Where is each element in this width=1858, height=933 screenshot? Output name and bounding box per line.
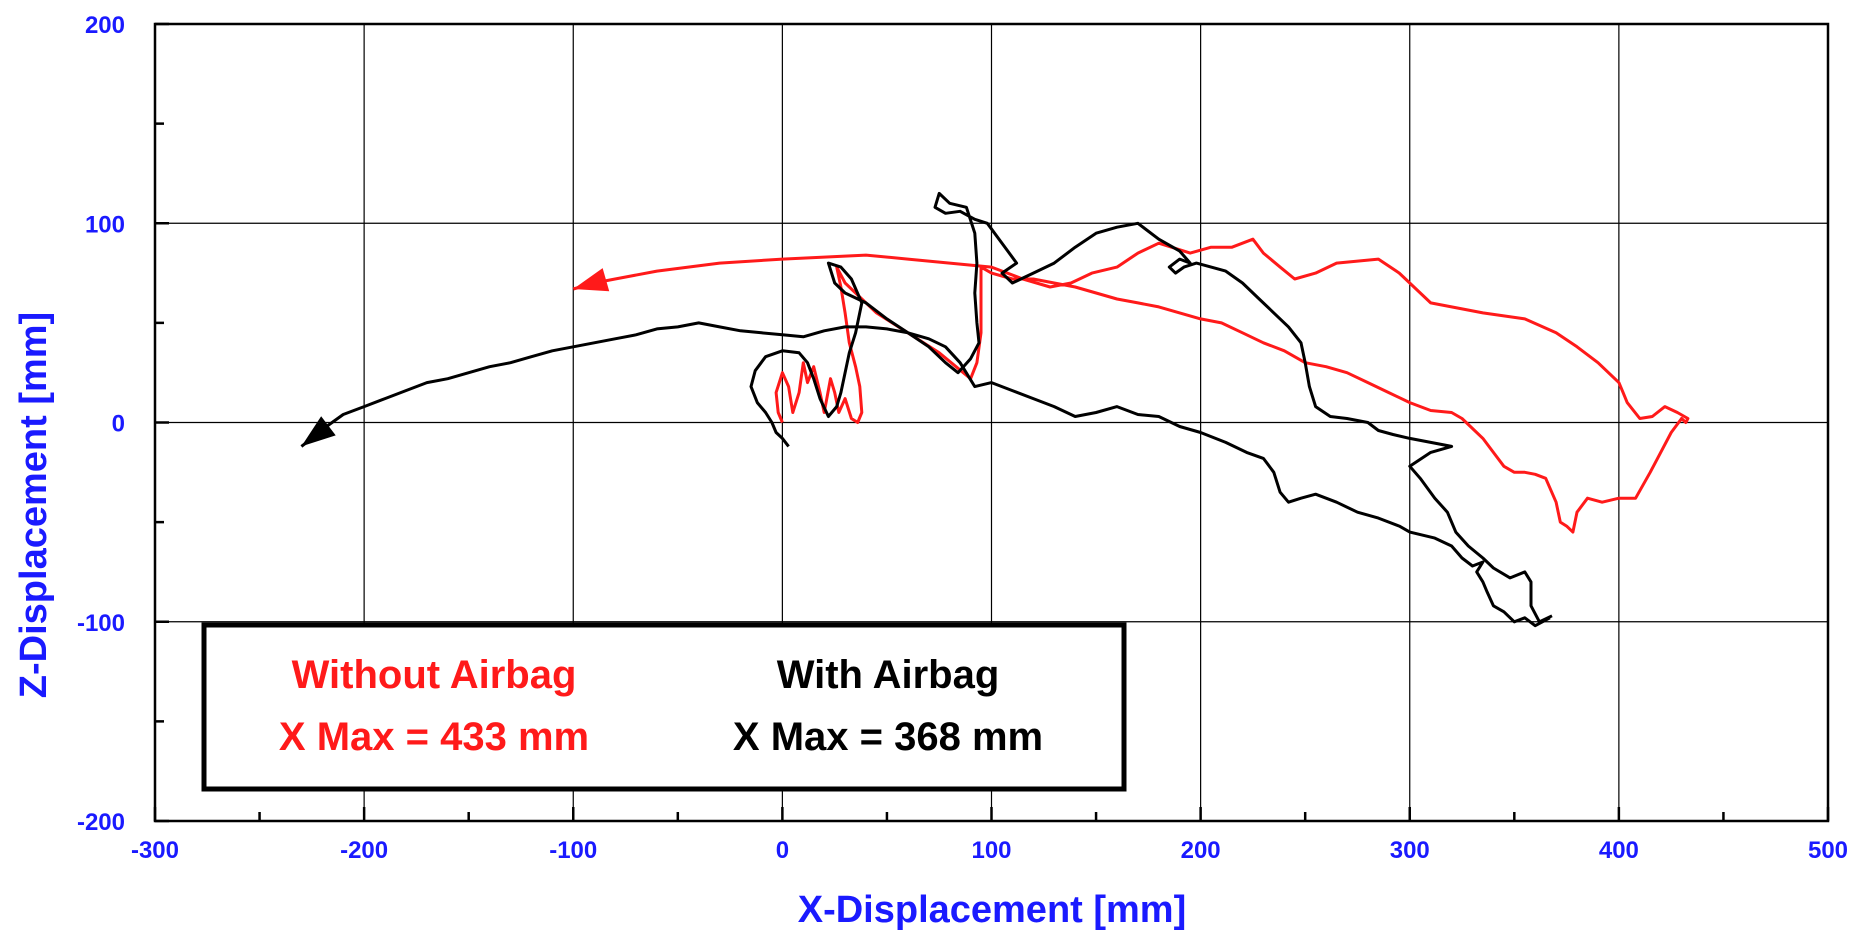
x-tick-label: 100	[971, 837, 1011, 864]
y-tick-label: 200	[85, 12, 125, 39]
x-tick-label: -300	[131, 837, 179, 864]
axis-ticks	[153, 22, 1830, 823]
legend-label-with-airbag: With Airbag	[777, 653, 1000, 697]
y-axis-title: Z-Displacement [mm]	[13, 312, 55, 698]
x-tick-label: 200	[1181, 837, 1221, 864]
legend-note-with-airbag: X Max = 368 mm	[733, 715, 1043, 759]
series-arrowhead-with-airbag	[301, 416, 336, 447]
x-tick-label: 400	[1599, 837, 1639, 864]
x-tick-label: 0	[776, 837, 789, 864]
x-tick-label: -200	[340, 837, 388, 864]
legend-note-without-airbag: X Max = 433 mm	[279, 715, 589, 759]
grid-lines	[155, 24, 1828, 821]
series-layer	[300, 191, 1690, 628]
legend-label-without-airbag: Without Airbag	[292, 653, 577, 697]
x-tick-label: 500	[1808, 837, 1848, 864]
y-tick-label: -200	[77, 809, 125, 836]
series-arrowhead-without-airbag	[573, 268, 610, 292]
y-tick-label: 100	[85, 211, 125, 238]
y-tick-label: -100	[77, 610, 125, 637]
y-tick-label: 0	[112, 411, 125, 438]
x-axis-title: X-Displacement [mm]	[798, 889, 1187, 931]
series-line-with-airbag	[300, 321, 1551, 628]
tick-labels: -300 -200 -100 0 100 200 300 400 500-200-1000100…	[77, 12, 1848, 864]
series-line-without-airbag	[572, 237, 1690, 534]
x-tick-label: -100	[549, 837, 597, 864]
x-tick-label: 300	[1390, 837, 1430, 864]
legend-box: Without Airbag X Max = 433 mm With Airba…	[201, 622, 1127, 792]
series-line-with-airbag-trace	[749, 191, 1553, 624]
